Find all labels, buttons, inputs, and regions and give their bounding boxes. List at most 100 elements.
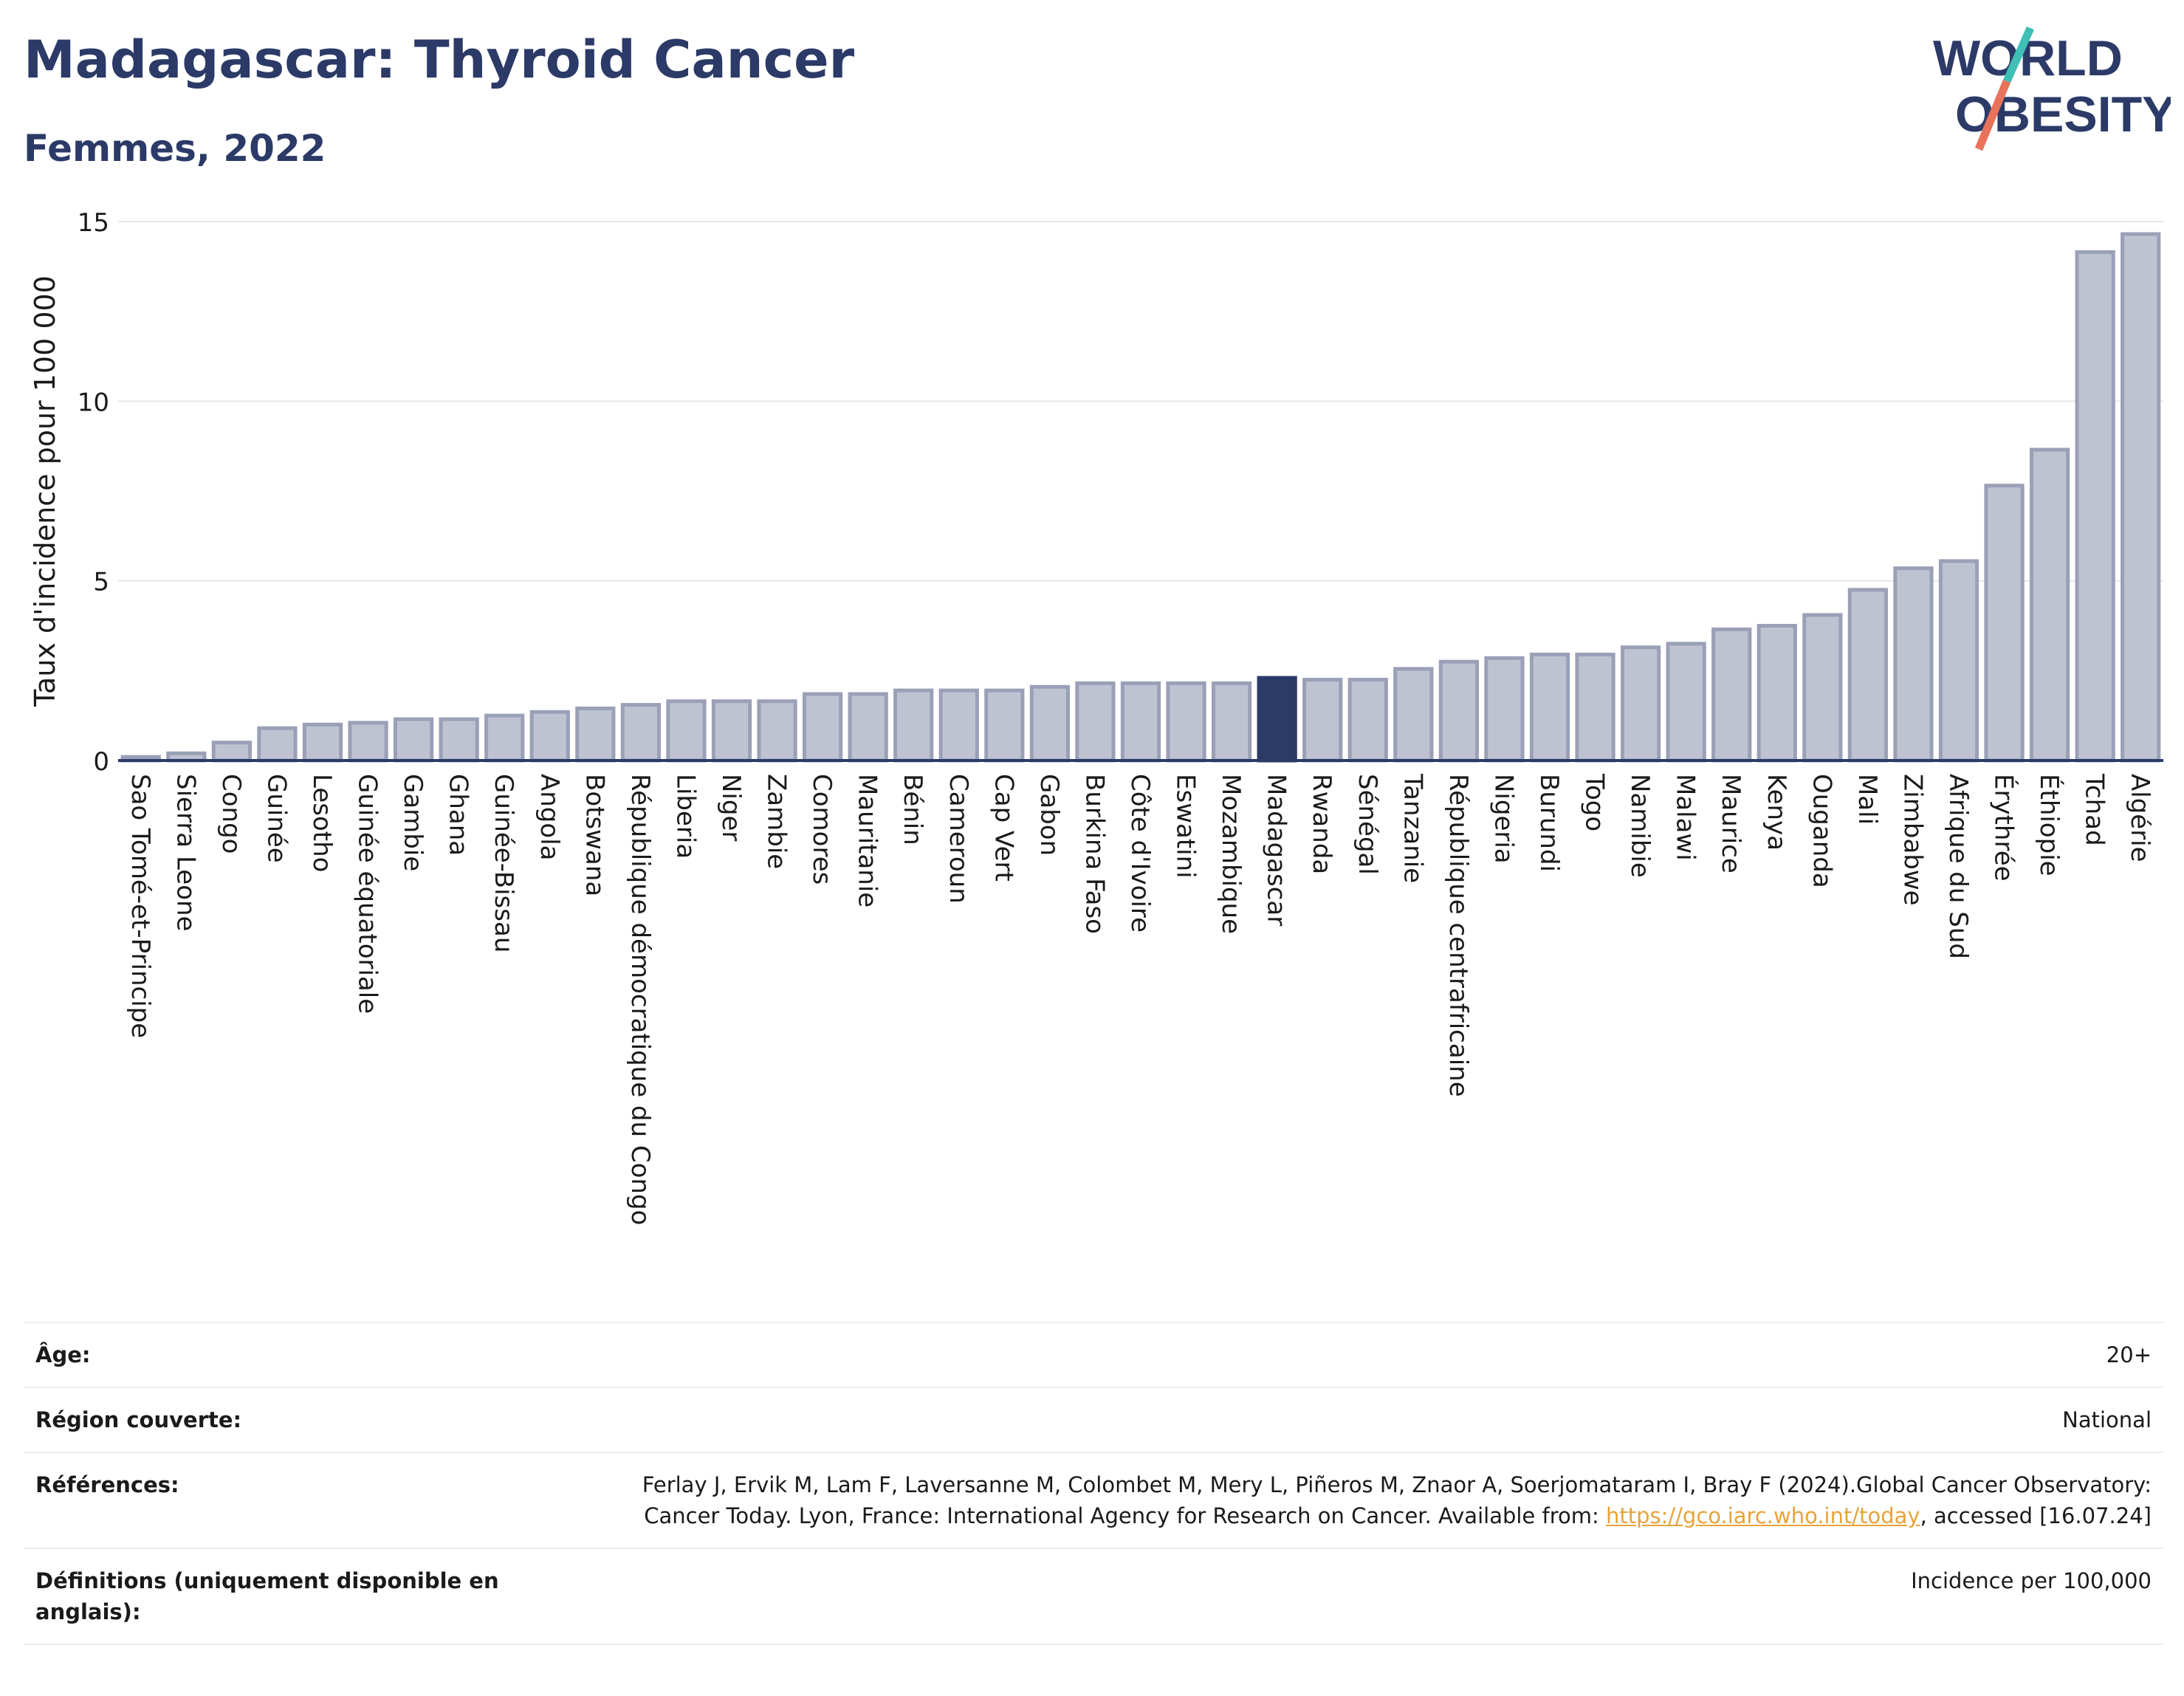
bar (666, 699, 707, 763)
bar (348, 721, 388, 763)
bar (711, 699, 752, 763)
bar (620, 703, 662, 763)
x-tick-label: Namibie (1625, 774, 1655, 878)
x-tick-label: Kenya (1762, 774, 1791, 851)
references-value: Ferlay J, Ervik M, Lam F, Laversanne M, … (601, 1469, 2152, 1531)
age-label: Âge: (35, 1342, 91, 1367)
page-title: Madagascar: Thyroid Cancer (24, 30, 855, 90)
x-tick-label: Gambie (398, 774, 427, 871)
bar (1984, 484, 2025, 763)
y-axis-label: Taux d'incidence pour 100 000 (29, 275, 61, 707)
bar (1938, 559, 1979, 763)
x-tick-label: Congo (216, 774, 246, 854)
x-tick-label: Guinée (261, 774, 291, 863)
bar-chart: 0 5 10 15 Taux d'incidence pour 100 000 Sao T… (29, 208, 2163, 1225)
bar (1893, 566, 1934, 763)
bar (439, 717, 479, 763)
bar (1757, 624, 1797, 763)
x-tick-label: Gabon (1034, 774, 1064, 856)
region-value: National (2062, 1407, 2152, 1432)
x-tick-label: Bénin (898, 774, 927, 845)
x-tick-label: Burkina Faso (1079, 774, 1109, 934)
bar (1620, 645, 1661, 763)
x-tick-label: Zimbabwe (1898, 774, 1927, 906)
info-table: Âge: 20+ Région couverte: National Référ… (24, 1322, 2163, 1645)
bar (1075, 681, 1116, 763)
bar (848, 692, 888, 763)
bar (1438, 659, 1480, 763)
bar (1257, 676, 1297, 763)
bar (211, 741, 253, 763)
bar (1302, 678, 1343, 763)
bar (1120, 681, 1161, 763)
y-tick-label: 10 (78, 388, 109, 417)
x-tick-label: Tanzanie (1398, 773, 1427, 883)
world-obesity-logo: WORLD OBESITY (1933, 26, 2171, 151)
x-tick-label: Mozambique (1216, 774, 1246, 934)
references-label: Références: (35, 1472, 179, 1497)
x-tick-label: Sao Tomé-et-Principe (126, 774, 155, 1038)
x-tick-label: Ghana (444, 774, 473, 856)
x-tick-label: Cameroun (944, 774, 973, 904)
y-tick-label: 5 (93, 568, 109, 597)
bar (938, 688, 979, 763)
x-tick-label: Liberia (670, 774, 700, 859)
bar (257, 726, 298, 763)
references-link[interactable]: https://gco.iarc.who.int/today (1605, 1503, 1920, 1528)
x-tick-label: République démocratique du Congo (625, 774, 655, 1225)
x-tick-label: Cap Vert (989, 774, 1018, 882)
x-tick-label: Madagascar (1262, 774, 1291, 926)
x-tick-label: Malawi (1671, 774, 1700, 861)
info-row-age: Âge: 20+ (24, 1322, 2163, 1387)
age-value: 20+ (2106, 1342, 2152, 1367)
references-accessed: , accessed [16.07.24] (1920, 1503, 2152, 1528)
bar (1029, 684, 1071, 763)
x-tick-label: Guinée équatoriale (353, 774, 382, 1014)
x-tick-label: Rwanda (1307, 774, 1336, 874)
info-row-definitions: Définitions (uniquement disponible en an… (24, 1548, 2163, 1645)
bar (2029, 447, 2070, 763)
bar (1666, 642, 1706, 763)
bar (1211, 681, 1252, 763)
x-tick-label: Eswatini (1171, 774, 1201, 879)
x-tick-label: Mali (1852, 774, 1882, 825)
info-row-references: Références: Ferlay J, Ervik M, Lam F, La… (24, 1452, 2163, 1548)
y-tick-label: 15 (78, 208, 109, 238)
bar (1847, 588, 1889, 763)
x-tick-label: Algérie (2125, 774, 2154, 862)
bar (802, 692, 843, 763)
x-tick-label: Ouganda (1807, 774, 1836, 888)
bar (2075, 250, 2115, 763)
x-tick-label: Mauritanie (853, 774, 882, 907)
logo-slash-top (2002, 26, 2035, 83)
x-tick-label: Sénégal (1353, 774, 1382, 875)
x-tick-label: Sierra Leone (171, 774, 200, 931)
bar (1575, 652, 1615, 763)
bar (1347, 678, 1388, 763)
bar (529, 710, 570, 763)
logo-slash-bottom (1974, 79, 2011, 151)
x-tick-label: Niger (716, 774, 746, 841)
x-tick-label: Nigeria (1488, 774, 1518, 864)
x-tick-label: Botswana (580, 774, 609, 896)
x-tick-label: Togo (1580, 773, 1610, 831)
page-subtitle: Femmes, 2022 (24, 127, 326, 170)
bar (575, 706, 616, 763)
x-tick-label: République centrafricaine (1443, 774, 1473, 1097)
region-label: Région couverte: (35, 1407, 242, 1432)
bar (984, 688, 1025, 763)
info-row-region: Région couverte: National (24, 1387, 2163, 1452)
x-tick-label: Éthiopie (2034, 774, 2064, 876)
bar (757, 699, 797, 763)
x-tick-label: Lesotho (307, 774, 337, 872)
bar (1166, 681, 1206, 763)
bar (1802, 613, 1843, 763)
bar (1529, 652, 1570, 763)
x-tick-label: Afrique du Sud (1943, 774, 1973, 959)
definitions-value: Incidence per 100,000 (1911, 1568, 2152, 1593)
bar (1393, 667, 1434, 763)
x-tick-label: Maurice (1716, 774, 1745, 873)
bar (484, 713, 525, 763)
x-tick-label: Burundi (1534, 774, 1564, 872)
x-tick-label: Côte d'Ivoire (1125, 774, 1155, 933)
